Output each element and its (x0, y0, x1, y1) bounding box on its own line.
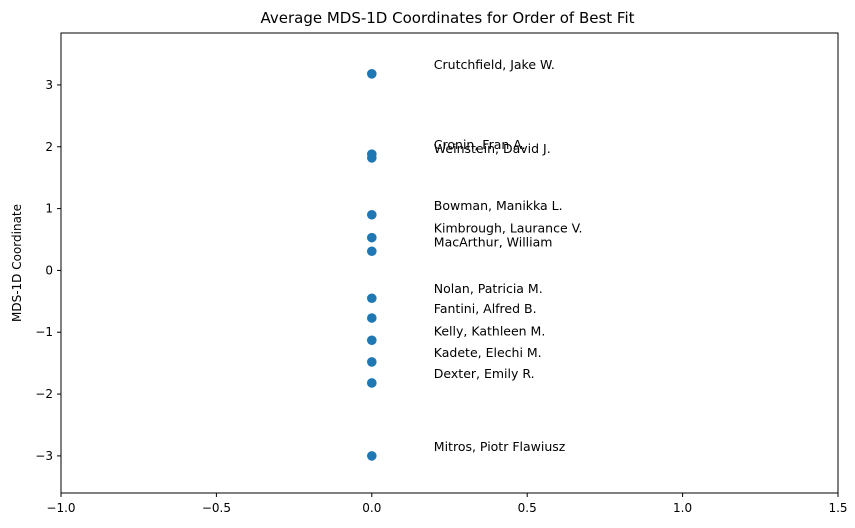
data-point (367, 69, 377, 79)
x-tick-label: −1.0 (46, 501, 75, 515)
point-annotation: Nolan, Patricia M. (434, 281, 543, 296)
data-point (367, 451, 377, 461)
x-tick-label: 0.0 (362, 501, 381, 515)
data-point (367, 293, 377, 304)
y-tick-label: 0 (45, 263, 53, 277)
point-annotation: Kelly, Kathleen M. (434, 323, 546, 338)
y-tick-label: −1 (35, 325, 53, 339)
point-annotation: Weinstein, David J. (434, 141, 551, 156)
y-tick-label: 3 (45, 78, 53, 92)
point-annotation: Dexter, Emily R. (434, 366, 535, 381)
point-annotation: Cronin, Fran A. (434, 137, 526, 152)
data-point (367, 357, 377, 367)
data-point (367, 246, 377, 257)
y-axis: −3 −2 −1 0 1 2 3 (35, 78, 61, 463)
data-point (367, 232, 377, 243)
point-annotation: MacArthur, William (434, 234, 553, 249)
y-tick-label: −3 (35, 449, 53, 463)
x-tick-label: −0.5 (202, 501, 231, 515)
data-point (367, 335, 377, 346)
point-annotation: Kadete, Elechi M. (434, 345, 542, 360)
x-tick-label: 1.5 (828, 501, 847, 515)
data-point (367, 209, 377, 220)
x-tick-label: 1.0 (673, 501, 692, 515)
point-annotations: Crutchfield, Jake W. Cronin, Fran A.Weins… (434, 57, 583, 454)
point-annotation: Kimbrough, Laurance V. (434, 221, 583, 236)
data-points (367, 69, 377, 461)
data-point (367, 313, 377, 323)
chart-title: Average MDS-1D Coordinates for Order of … (260, 9, 634, 27)
y-axis-label: MDS-1D Coordinate (10, 204, 24, 322)
x-tick-label: 0.5 (518, 501, 537, 515)
data-point (367, 378, 377, 388)
point-annotation: Mitros, Piotr Flawiusz (434, 439, 566, 454)
y-tick-label: −2 (35, 387, 53, 401)
point-annotation: Bowman, Manikka L. (434, 198, 563, 213)
x-axis: −1.0 −0.5 0.0 0.5 1.0 1.5 (46, 493, 848, 515)
point-annotation: Crutchfield, Jake W. (434, 57, 555, 72)
y-tick-label: 1 (45, 202, 53, 216)
axes-frame (60, 32, 839, 494)
y-tick-label: 2 (45, 140, 53, 154)
data-point (367, 153, 377, 163)
point-annotation: Fantini, Alfred B. (434, 301, 537, 316)
